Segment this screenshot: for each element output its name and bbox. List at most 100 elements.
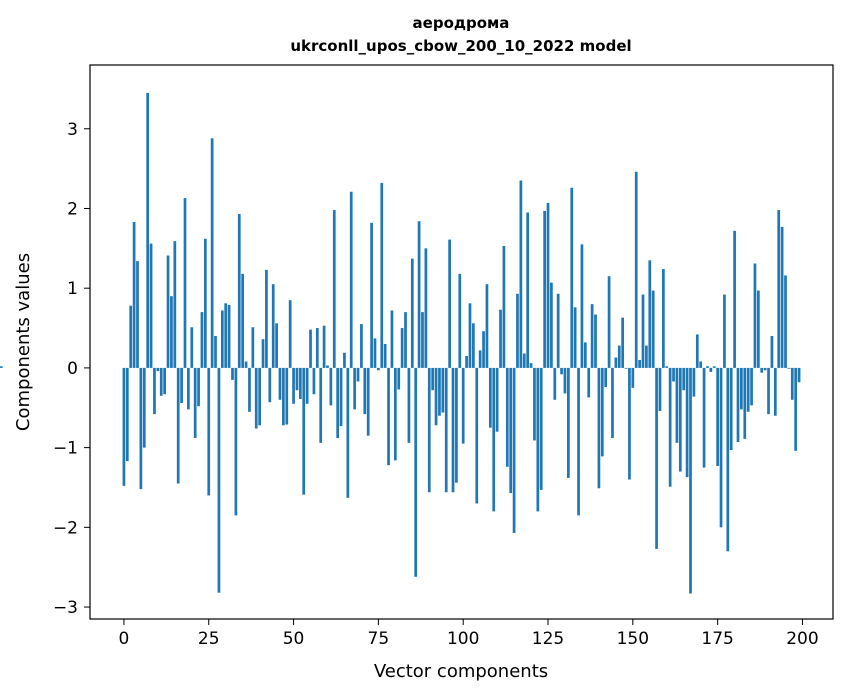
bar-117 <box>519 180 523 368</box>
bar-12 <box>163 367 166 395</box>
bar-73 <box>370 222 373 368</box>
bar-85 <box>410 258 414 368</box>
bar-14 <box>170 296 173 368</box>
x-axis-label: Vector components <box>374 661 548 682</box>
bar-141 <box>600 367 604 457</box>
bar-57 <box>315 328 319 368</box>
bar-53 <box>302 367 306 495</box>
bar-6 <box>142 367 146 448</box>
x-axis-ticks: 0 25 50 75 100 125 150 175 200 <box>119 619 819 649</box>
bar-1 <box>125 367 129 462</box>
bar-29 <box>220 310 224 368</box>
bar-74 <box>373 338 377 368</box>
bar-164 <box>678 367 682 472</box>
bar-193 <box>777 210 781 368</box>
bar-5 <box>139 367 143 490</box>
bar-96 <box>448 239 451 368</box>
bar-series <box>0 92 801 594</box>
bar-175 <box>716 367 719 466</box>
bar-151 <box>634 171 638 368</box>
bar-169 <box>695 334 699 368</box>
bar-77 <box>383 343 387 368</box>
chart-title-line2: ukrconll_upos_cbow_200_10_2022 model <box>290 37 631 55</box>
bar-125 <box>546 202 550 368</box>
x-tick-label: 75 <box>368 629 390 649</box>
bar-24 <box>203 238 207 368</box>
bar-179 <box>729 367 733 451</box>
bar-126 <box>550 282 553 368</box>
bar-62 <box>332 210 336 368</box>
bar-undefined <box>0 366 3 368</box>
bar-40 <box>258 367 261 426</box>
bar-134 <box>577 367 580 516</box>
bar-185 <box>750 367 753 406</box>
bar-89 <box>424 248 428 368</box>
bar-41 <box>261 339 265 368</box>
bar-97 <box>451 367 455 493</box>
bar-152 <box>638 359 641 368</box>
bar-76 <box>380 182 384 368</box>
bar-183 <box>743 367 747 439</box>
bar-198 <box>794 367 798 451</box>
bar-189 <box>763 367 767 371</box>
bar-23 <box>200 312 204 368</box>
bar-7 <box>146 92 150 368</box>
bar-36 <box>244 361 248 368</box>
bar-140 <box>597 367 601 489</box>
y-tick-label: 1 <box>67 279 78 299</box>
bar-100 <box>461 367 465 444</box>
bar-159 <box>662 269 665 368</box>
bar-63 <box>336 367 340 439</box>
bar-43 <box>268 367 272 403</box>
bar-148 <box>624 367 628 369</box>
bar-91 <box>431 367 435 391</box>
bar-154 <box>645 345 648 368</box>
bar-110 <box>495 367 499 432</box>
bar-49 <box>288 300 292 368</box>
x-tick-label: 100 <box>447 629 479 649</box>
bar-144 <box>611 367 614 439</box>
bar-11 <box>159 367 163 396</box>
bar-44 <box>271 284 275 368</box>
bar-56 <box>312 367 316 395</box>
bar-21 <box>193 367 197 439</box>
bar-22 <box>197 367 200 407</box>
bar-99 <box>458 273 462 368</box>
bar-190 <box>767 367 770 415</box>
bar-118 <box>522 353 526 368</box>
bar-60 <box>326 365 329 368</box>
bar-177 <box>723 294 726 368</box>
bar-129 <box>560 367 563 375</box>
bar-161 <box>668 367 672 487</box>
bar-178 <box>726 367 730 552</box>
bar-48 <box>285 367 289 425</box>
bar-88 <box>421 312 424 368</box>
bar-104 <box>475 367 479 504</box>
bar-132 <box>570 187 574 368</box>
bar-157 <box>655 367 658 549</box>
x-tick-label: 25 <box>198 629 220 649</box>
bar-128 <box>556 293 560 368</box>
bar-33 <box>234 367 238 516</box>
bar-127 <box>553 367 557 400</box>
bar-106 <box>482 331 485 368</box>
bar-122 <box>536 367 540 512</box>
bar-131 <box>567 367 570 478</box>
bar-138 <box>590 304 594 368</box>
bar-146 <box>617 345 621 368</box>
bar-184 <box>746 367 750 412</box>
y-axis-label: Components values <box>13 253 34 431</box>
bar-194 <box>780 226 784 368</box>
bar-58 <box>319 367 323 443</box>
bar-90 <box>427 367 431 493</box>
bar-68 <box>353 367 356 410</box>
bar-28 <box>217 367 221 593</box>
bar-69 <box>356 367 360 382</box>
bar-61 <box>329 367 333 406</box>
bar-93 <box>438 367 441 416</box>
bar-137 <box>587 367 591 398</box>
bar-20 <box>190 327 194 368</box>
bar-52 <box>298 367 302 399</box>
bar-123 <box>539 367 543 490</box>
